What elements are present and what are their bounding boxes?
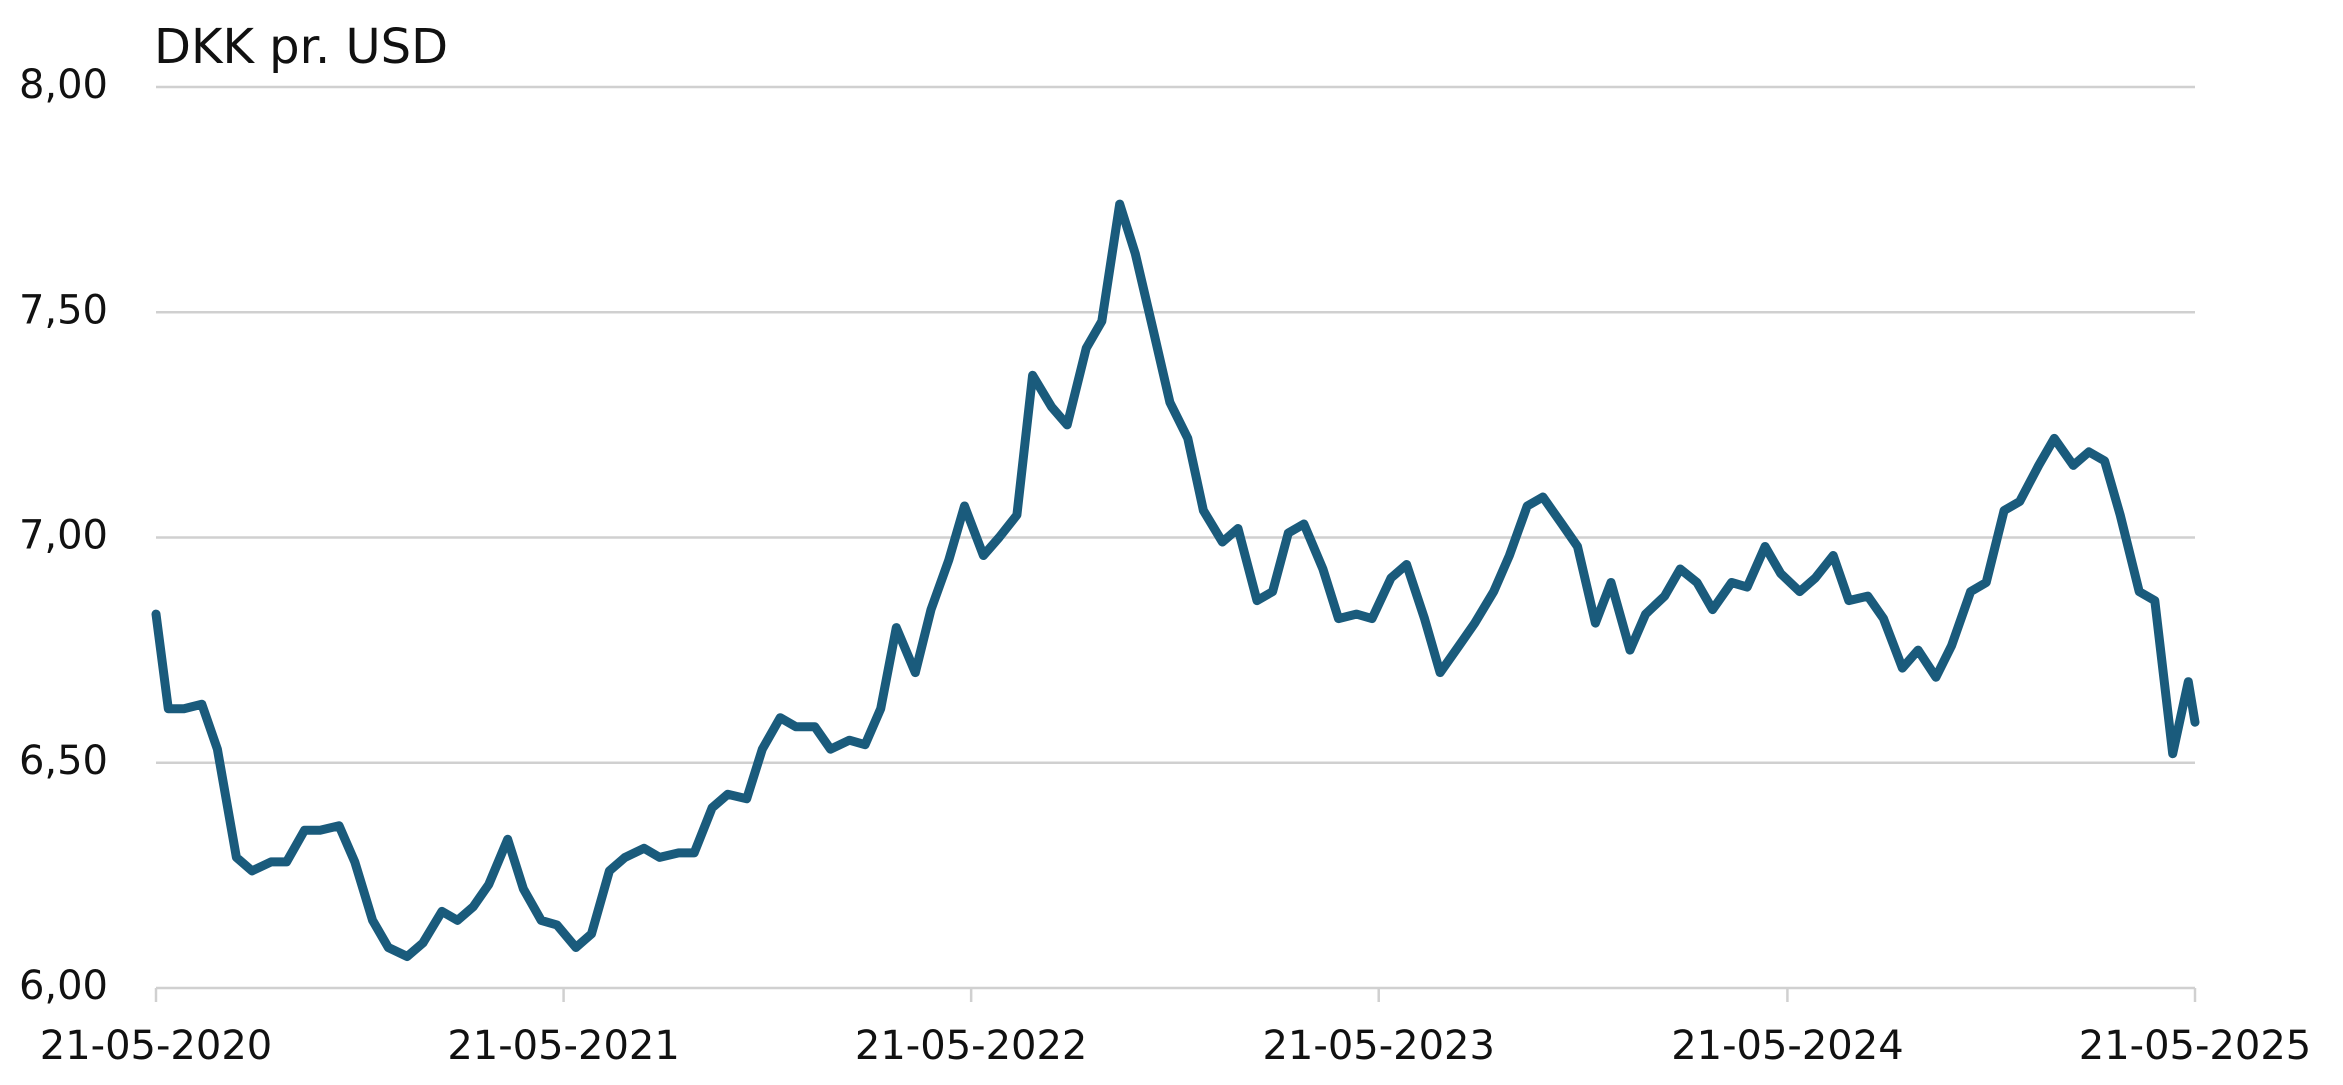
y-tick-label: 6,50 xyxy=(19,738,108,784)
x-tick-label: 21-05-2021 xyxy=(447,1023,679,1069)
data-line xyxy=(151,199,2200,961)
y-tick-label: 8,00 xyxy=(19,62,108,108)
x-tick-label: 21-05-2022 xyxy=(855,1023,1087,1069)
x-tick-label: 21-05-2020 xyxy=(40,1023,272,1069)
y-tick-label: 7,00 xyxy=(19,513,108,559)
y-tick-label: 7,50 xyxy=(19,287,108,333)
x-tick-label: 21-05-2023 xyxy=(1262,1023,1494,1069)
y-tick-label: 6,00 xyxy=(19,963,108,1009)
x-tick-label: 21-05-2024 xyxy=(1671,1023,1903,1069)
x-tick-label: 21-05-2025 xyxy=(2079,1023,2311,1069)
chart-title: DKK pr. USD xyxy=(154,19,448,75)
